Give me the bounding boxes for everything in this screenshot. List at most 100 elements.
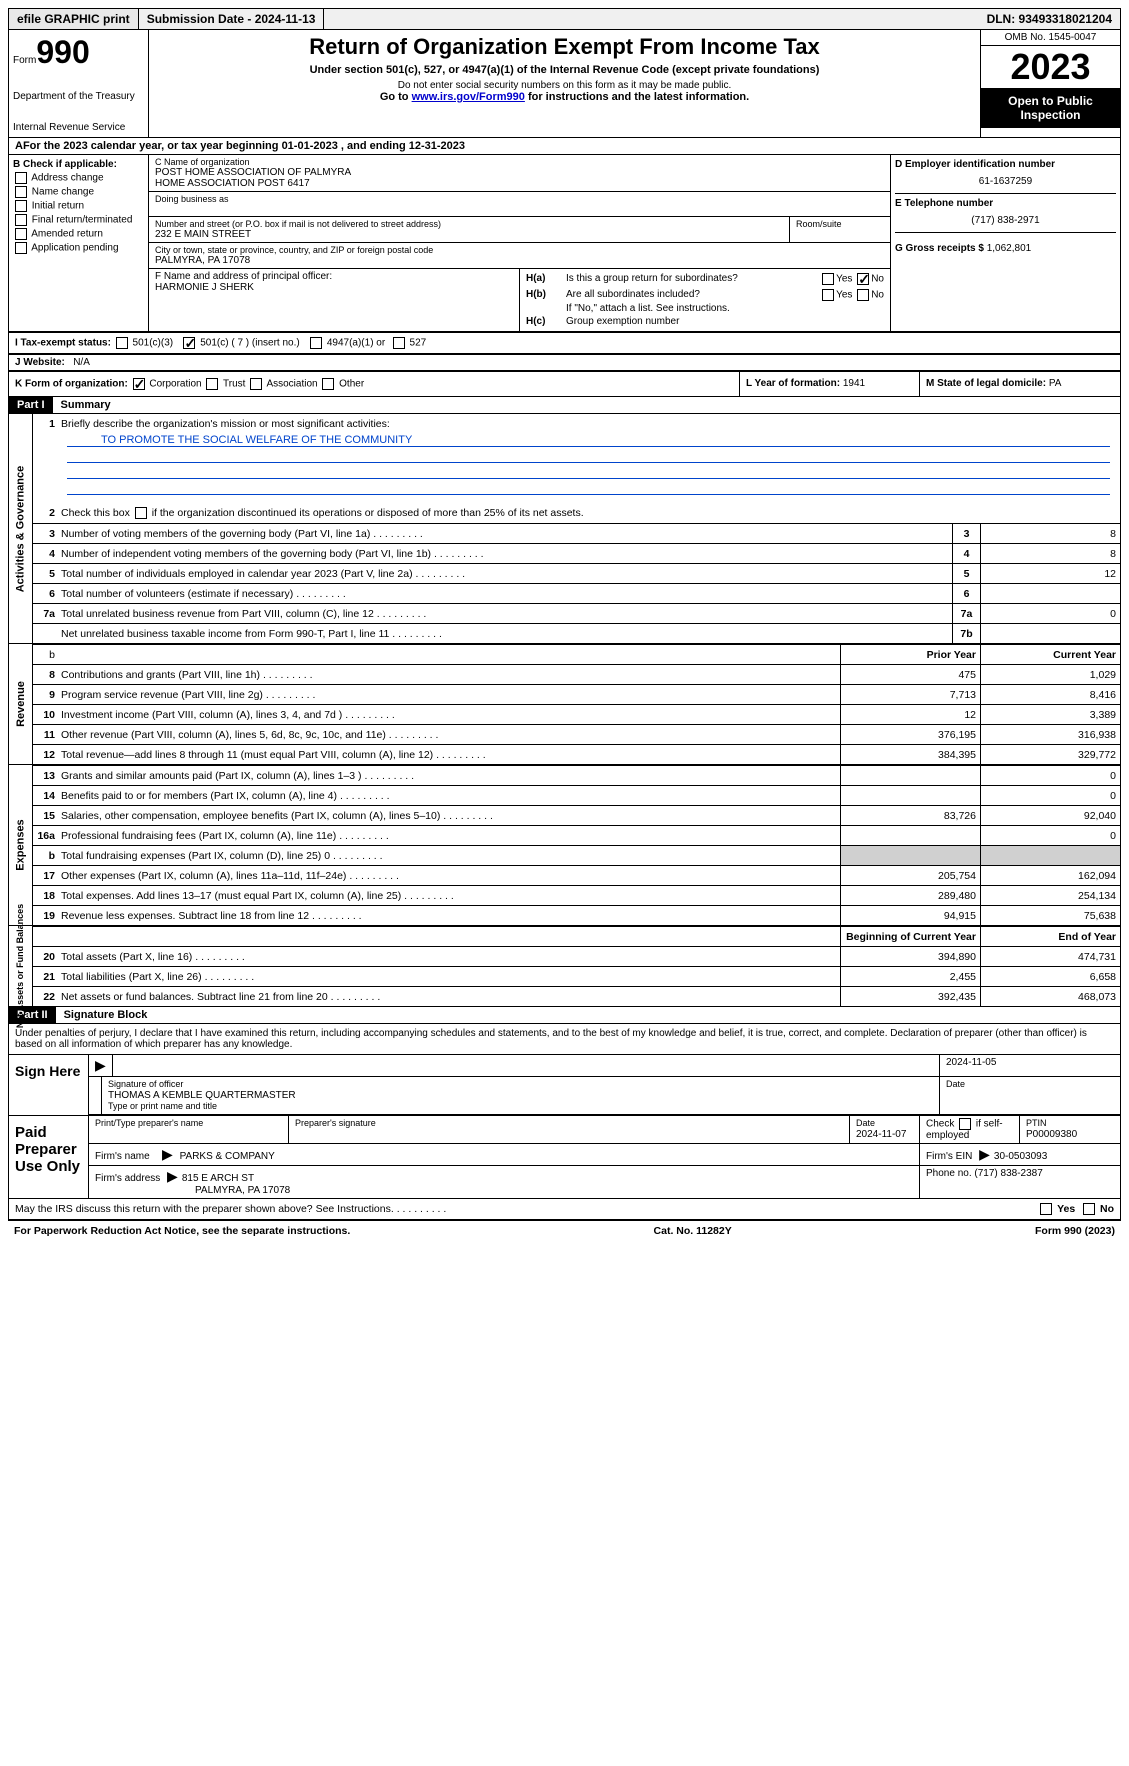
form-note: Do not enter social security numbers on … [153, 80, 976, 91]
perjury-declaration: Under penalties of perjury, I declare th… [9, 1024, 1120, 1054]
chk-final[interactable] [15, 214, 27, 226]
omb-number: OMB No. 1545-0047 [981, 30, 1120, 46]
table-row: 15Salaries, other compensation, employee… [33, 805, 1120, 825]
chk-trust[interactable] [206, 378, 218, 390]
irs: Internal Revenue Service [13, 122, 144, 133]
firm-addr1: 815 E ARCH ST [182, 1173, 254, 1184]
summary-row: 7aTotal unrelated business revenue from … [33, 603, 1120, 623]
prep-date: 2024-11-07 [856, 1129, 906, 1140]
chk-amended[interactable] [15, 228, 27, 240]
org-name-1: POST HOME ASSOCIATION OF PALMYRA [155, 167, 884, 178]
tax-year: 2023 [981, 46, 1120, 88]
summary-row: Net unrelated business taxable income fr… [33, 623, 1120, 643]
discuss-row: May the IRS discuss this return with the… [8, 1199, 1121, 1220]
net-assets-section: Net Assets or Fund Balances Beginning of… [8, 926, 1121, 1007]
efile-print-button[interactable]: efile GRAPHIC print [9, 9, 139, 29]
revenue-section: Revenue bPrior YearCurrent Year 8Contrib… [8, 644, 1121, 765]
ptin: P00009380 [1026, 1129, 1077, 1140]
chk-other[interactable] [322, 378, 334, 390]
state-domicile: PA [1049, 378, 1062, 389]
form990-link[interactable]: www.irs.gov/Form990 [412, 91, 525, 103]
firm-ein: 30-0503093 [994, 1151, 1047, 1162]
ein: 61-1637259 [895, 170, 1116, 193]
chk-501c[interactable] [183, 337, 195, 349]
chk-pending[interactable] [15, 242, 27, 254]
discuss-yes[interactable] [1040, 1203, 1052, 1215]
form-header: Form990 Department of the Treasury Inter… [8, 30, 1121, 138]
table-row: 12Total revenue—add lines 8 through 11 (… [33, 744, 1120, 764]
chk-address[interactable] [15, 172, 27, 184]
form-subtitle: Under section 501(c), 527, or 4947(a)(1)… [153, 64, 976, 76]
form-number: 990 [36, 34, 89, 70]
discuss-no[interactable] [1083, 1203, 1095, 1215]
goto-line: Go to www.irs.gov/Form990 for instructio… [153, 91, 976, 103]
tax-period: AFor the 2023 calendar year, or tax year… [8, 138, 1121, 155]
box-k-row: K Form of organization: Corporation Trus… [8, 371, 1121, 397]
chk-assoc[interactable] [250, 378, 262, 390]
paid-preparer-label: Paid Preparer Use Only [9, 1116, 89, 1198]
city-state-zip: PALMYRA, PA 17078 [155, 255, 884, 266]
table-row: 20Total assets (Part X, line 16)394,8904… [33, 946, 1120, 966]
sign-here-label: Sign Here [9, 1055, 89, 1115]
table-row: 17Other expenses (Part IX, column (A), l… [33, 865, 1120, 885]
form-title: Return of Organization Exempt From Incom… [153, 34, 976, 60]
table-row: 10Investment income (Part VIII, column (… [33, 704, 1120, 724]
box-c: C Name of organization POST HOME ASSOCIA… [149, 155, 890, 331]
table-row: 18Total expenses. Add lines 13–17 (must … [33, 885, 1120, 905]
firm-phone: (717) 838-2387 [974, 1168, 1042, 1179]
table-row: 22Net assets or fund balances. Subtract … [33, 986, 1120, 1006]
street-address: 232 E MAIN STREET [155, 229, 783, 240]
summary-row: 6Total number of volunteers (estimate if… [33, 583, 1120, 603]
year-formation: 1941 [843, 378, 865, 389]
box-d: D Employer identification number 61-1637… [890, 155, 1120, 331]
summary-row: 3Number of voting members of the governi… [33, 523, 1120, 543]
table-row: 14Benefits paid to or for members (Part … [33, 785, 1120, 805]
form-prefix: Form [13, 55, 36, 66]
paperwork-notice: For Paperwork Reduction Act Notice, see … [14, 1225, 350, 1237]
table-row: 8Contributions and grants (Part VIII, li… [33, 664, 1120, 684]
entity-info: B Check if applicable: Address change Na… [8, 155, 1121, 332]
box-b: B Check if applicable: Address change Na… [9, 155, 149, 331]
signature-block: Under penalties of perjury, I declare th… [8, 1024, 1121, 1199]
ha-no[interactable] [857, 273, 869, 285]
part2-header: Part II Signature Block [8, 1007, 1121, 1024]
arrow-icon: ▶ [89, 1055, 113, 1076]
website-row: J Website: N/A [8, 354, 1121, 371]
website-value: N/A [73, 357, 90, 368]
chk-527[interactable] [393, 337, 405, 349]
chk-discontinued[interactable] [135, 507, 147, 519]
dln: DLN: 93493318021204 [979, 9, 1120, 29]
table-row: 19Revenue less expenses. Subtract line 1… [33, 905, 1120, 925]
submission-date: Submission Date - 2024-11-13 [139, 9, 325, 29]
table-row: 13Grants and similar amounts paid (Part … [33, 765, 1120, 785]
chk-4947[interactable] [310, 337, 322, 349]
ha-yes[interactable] [822, 273, 834, 285]
hb-no[interactable] [857, 289, 869, 301]
table-row: 9Program service revenue (Part VIII, lin… [33, 684, 1120, 704]
governance-section: Activities & Governance 1Briefly describ… [8, 414, 1121, 644]
org-name-2: HOME ASSOCIATION POST 6417 [155, 178, 884, 189]
chk-self-employed[interactable] [959, 1118, 971, 1130]
table-row: 11Other revenue (Part VIII, column (A), … [33, 724, 1120, 744]
hb-yes[interactable] [822, 289, 834, 301]
sig-date: 2024-11-05 [940, 1055, 1120, 1076]
summary-row: 5Total number of individuals employed in… [33, 563, 1120, 583]
gross-receipts: 1,062,801 [987, 243, 1032, 254]
chk-corp[interactable] [133, 378, 145, 390]
cat-number: Cat. No. 11282Y [654, 1225, 732, 1237]
firm-name: PARKS & COMPANY [180, 1151, 275, 1162]
firm-addr2: PALMYRA, PA 17078 [95, 1185, 290, 1196]
tax-status-row: I Tax-exempt status: 501(c)(3) 501(c) ( … [8, 332, 1121, 354]
phone: (717) 838-2971 [895, 209, 1116, 232]
table-row: bTotal fundraising expenses (Part IX, co… [33, 845, 1120, 865]
form-footer: Form 990 (2023) [1035, 1225, 1115, 1237]
chk-501c3[interactable] [116, 337, 128, 349]
officer-signature: THOMAS A KEMBLE QUARTERMASTER [108, 1090, 296, 1101]
open-to-public: Open to Public Inspection [981, 88, 1120, 128]
chk-name[interactable] [15, 186, 27, 198]
chk-initial[interactable] [15, 200, 27, 212]
table-row: 21Total liabilities (Part X, line 26)2,4… [33, 966, 1120, 986]
footer: For Paperwork Reduction Act Notice, see … [8, 1220, 1121, 1241]
top-bar: efile GRAPHIC print Submission Date - 20… [8, 8, 1121, 30]
principal-officer: HARMONIE J SHERK [155, 282, 513, 293]
